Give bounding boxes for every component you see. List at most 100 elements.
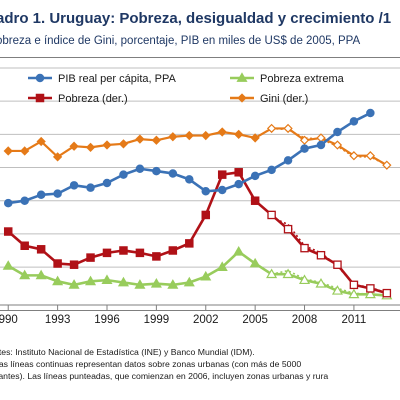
series-line [8, 111, 371, 205]
data-point [184, 130, 194, 141]
x-tick-label: 1996 [94, 314, 120, 326]
data-point [53, 189, 62, 198]
legend-item-pobreza: Pobreza (der.) [28, 93, 128, 105]
data-point [102, 178, 112, 188]
legend-marker [35, 93, 45, 103]
gridlines [0, 67, 400, 268]
legend-item-pobreza_extrema: Pobreza extrema [230, 72, 345, 85]
x-tick-label: 990 [0, 314, 18, 326]
legend-label: Gini (der.) [260, 93, 308, 105]
series-pobreza_extrema [2, 245, 393, 300]
data-point [349, 117, 359, 126]
legend-item-pib: PIB real per cápita, PPA [28, 73, 176, 85]
chart-frame [0, 57, 400, 311]
data-point [53, 259, 62, 268]
data-point [3, 198, 13, 208]
data-point [101, 274, 113, 285]
data-point [266, 268, 278, 279]
chart-title: adro 1. Uruguay: Pobreza, desigualdad y … [0, 10, 392, 27]
legend-label: Pobreza extrema [260, 73, 345, 85]
note-line-1: Las líneas continuas representan datos s… [0, 359, 302, 369]
data-point [117, 276, 129, 287]
data-point [35, 269, 47, 280]
data-point [315, 277, 327, 288]
data-point [364, 288, 376, 299]
data-point [298, 274, 311, 285]
data-point [299, 135, 310, 145]
data-point [36, 136, 46, 147]
note-line-2: itantes). Las líneas punteadas, que comi… [0, 371, 329, 381]
data-point [349, 280, 359, 290]
data-point [119, 246, 128, 255]
data-point [152, 252, 161, 261]
data-point [84, 275, 97, 286]
x-tick-label: 2011 [342, 314, 367, 326]
data-point [201, 130, 211, 141]
data-point [333, 127, 342, 137]
data-point [217, 170, 227, 179]
data-point [69, 181, 79, 190]
data-point [348, 288, 360, 299]
data-point [102, 248, 112, 258]
data-point [366, 108, 375, 118]
data-point [267, 210, 276, 220]
data-point [69, 141, 79, 151]
data-point [282, 268, 294, 279]
data-point [349, 151, 359, 161]
x-axis: 990 1993 1996 1999 2002 2005 2008 2011 [0, 304, 400, 326]
series-pobreza [3, 168, 392, 298]
data-point [86, 253, 95, 262]
data-point [234, 179, 243, 189]
data-point [283, 123, 293, 134]
data-point [217, 127, 227, 137]
x-tick-label: 2008 [292, 314, 318, 326]
data-point [85, 142, 96, 153]
data-point [234, 129, 244, 140]
data-point [200, 270, 212, 281]
data-point [316, 250, 326, 260]
data-point [135, 248, 145, 258]
legend-label: PIB real per cápita, PPA [58, 73, 176, 85]
data-point [250, 196, 260, 205]
data-point [151, 135, 162, 145]
data-point [119, 170, 128, 179]
data-point [266, 123, 277, 134]
data-point [135, 164, 145, 173]
data-point [68, 279, 80, 289]
data-point [150, 277, 162, 288]
legend-label: Pobreza (der.) [58, 93, 128, 105]
data-point [3, 227, 13, 236]
data-point [168, 132, 178, 142]
data-point [283, 156, 293, 165]
source-notes: ntes: Instituto Nacional de Estadística … [0, 346, 400, 382]
data-point [36, 245, 46, 254]
data-point [201, 186, 211, 196]
legend: PIB real per cápita, PPA Pobreza extrema P… [28, 72, 345, 105]
data-point [366, 284, 375, 293]
series-pib [3, 108, 375, 208]
data-point [316, 140, 326, 150]
data-point [168, 246, 178, 255]
data-point [234, 168, 243, 177]
data-point [250, 133, 260, 143]
data-point [20, 146, 30, 156]
data-point [300, 144, 309, 153]
data-point [20, 196, 29, 205]
data-point [185, 239, 194, 248]
data-point [167, 279, 179, 289]
data-point [52, 152, 63, 162]
data-point [86, 183, 95, 192]
data-point [250, 171, 260, 181]
x-tick-label: 2005 [242, 314, 268, 326]
data-point [283, 224, 293, 234]
series-line [7, 250, 387, 297]
data-point [332, 140, 343, 150]
x-tick-label: 1993 [45, 314, 71, 326]
legend-marker [236, 72, 248, 82]
data-point [300, 243, 309, 253]
data-point [36, 190, 46, 200]
data-point [135, 134, 145, 144]
series-gini [3, 123, 392, 170]
data-point [152, 166, 161, 176]
